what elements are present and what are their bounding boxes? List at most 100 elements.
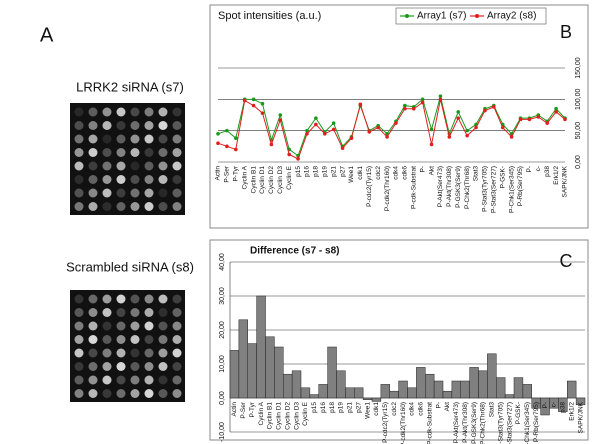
x-tick-label: Stat3 xyxy=(473,166,480,182)
array-spot xyxy=(144,148,154,157)
point xyxy=(260,111,265,115)
x-tick-label: P-Ser xyxy=(224,165,231,182)
array-spot xyxy=(130,134,140,144)
x-tick-label: Cyclin D2 xyxy=(284,402,291,430)
x-tick-label: p16 xyxy=(320,402,327,413)
x-tick-label: p15 xyxy=(295,166,302,177)
x-tick-label: P-Chk2(Thr68) xyxy=(464,166,471,209)
array-spot xyxy=(74,148,84,157)
bar xyxy=(433,380,444,399)
array-spot xyxy=(130,121,140,130)
array-image xyxy=(70,290,185,402)
point xyxy=(305,128,309,133)
bar xyxy=(238,319,248,399)
y-tick-label: 10,00 xyxy=(219,355,226,373)
point xyxy=(536,115,541,119)
bar xyxy=(354,387,364,399)
bar xyxy=(371,397,382,402)
array-spot xyxy=(116,107,126,117)
bar xyxy=(398,380,408,399)
y-tick-label: 0,00 xyxy=(575,155,582,169)
x-tick-label: P- xyxy=(526,166,533,173)
array-spot xyxy=(88,375,98,385)
point xyxy=(429,127,434,132)
x-tick-label: Wee1 xyxy=(364,402,371,419)
array-spot xyxy=(158,121,168,130)
array-spot xyxy=(116,321,126,331)
array-spot xyxy=(130,188,140,198)
array-spot xyxy=(158,148,168,157)
x-tick-label: P-Tyr xyxy=(233,165,240,181)
x-tick-label: p27 xyxy=(339,166,346,177)
array-spot xyxy=(88,321,98,331)
x-tick-label: Cyclin E xyxy=(302,401,309,426)
array-spot xyxy=(158,362,168,371)
x-tick-label: p16 xyxy=(304,166,311,177)
array-spot xyxy=(88,389,98,398)
point xyxy=(518,117,523,122)
array-spot xyxy=(158,188,168,198)
point xyxy=(456,110,461,114)
array-spot xyxy=(130,175,140,184)
x-tick-label: p18 xyxy=(329,402,336,413)
bar xyxy=(362,397,373,400)
x-tick-label: P-Akt(Ser473) xyxy=(453,402,460,443)
x-tick-label: P-Rb(Ser795) xyxy=(517,166,524,206)
legend-label: Array1 (s7) xyxy=(417,11,466,22)
x-tick-label: cdk6 xyxy=(402,166,409,180)
point xyxy=(314,122,318,127)
bar xyxy=(496,377,506,399)
array-spot xyxy=(130,308,140,317)
array-spot xyxy=(158,175,168,184)
point xyxy=(331,121,336,125)
array-spot xyxy=(88,107,98,117)
array-spot xyxy=(102,202,112,211)
x-tick-label: cdc2 xyxy=(391,402,398,416)
array-spot xyxy=(144,389,154,398)
bar xyxy=(256,295,266,399)
x-tick-label: p19 xyxy=(338,402,345,413)
x-tick-label: P-Stat3(Tyr705) xyxy=(497,402,504,444)
array-spot xyxy=(144,134,154,144)
x-tick-label: Cyclin D1 xyxy=(276,402,283,430)
array-spot xyxy=(144,362,154,371)
x-tick-label: p38 xyxy=(544,166,551,177)
point xyxy=(278,118,283,122)
array-spot xyxy=(130,375,140,385)
array-spot xyxy=(144,321,154,331)
array-spot xyxy=(158,348,168,358)
array-label: Scrambled siRNA (s8) xyxy=(66,259,194,274)
x-tick-label: Actin xyxy=(231,402,238,417)
series-line xyxy=(217,96,566,157)
array-spot xyxy=(102,308,112,317)
bar xyxy=(416,367,426,399)
bar xyxy=(575,397,586,406)
array-spot xyxy=(158,321,168,331)
point xyxy=(358,102,363,107)
array-spot xyxy=(144,188,154,198)
array-spot xyxy=(130,389,140,398)
array-spot xyxy=(102,121,112,130)
x-tick-label: Wee1 xyxy=(348,166,355,183)
array-spot xyxy=(102,348,112,358)
array-spot xyxy=(116,362,126,371)
array-spot xyxy=(172,121,182,130)
x-tick-label: c- xyxy=(535,166,542,171)
point xyxy=(349,136,354,140)
array-spot xyxy=(74,121,84,130)
bar xyxy=(327,346,337,399)
y-tick-label: 100,00 xyxy=(575,89,582,111)
array-spot xyxy=(74,308,84,317)
bar xyxy=(513,377,524,399)
array-spot xyxy=(102,335,112,344)
array-spot xyxy=(102,375,112,385)
chart-title: Difference (s7 - s8) xyxy=(250,246,339,257)
array-spot xyxy=(144,121,154,130)
array-spot xyxy=(158,107,168,117)
point xyxy=(465,133,469,138)
bar xyxy=(318,384,328,399)
array-spot xyxy=(144,161,154,171)
point xyxy=(216,132,220,136)
x-tick-label: P-cdc2(Tyr15) xyxy=(382,402,389,443)
array-spot xyxy=(158,202,168,211)
